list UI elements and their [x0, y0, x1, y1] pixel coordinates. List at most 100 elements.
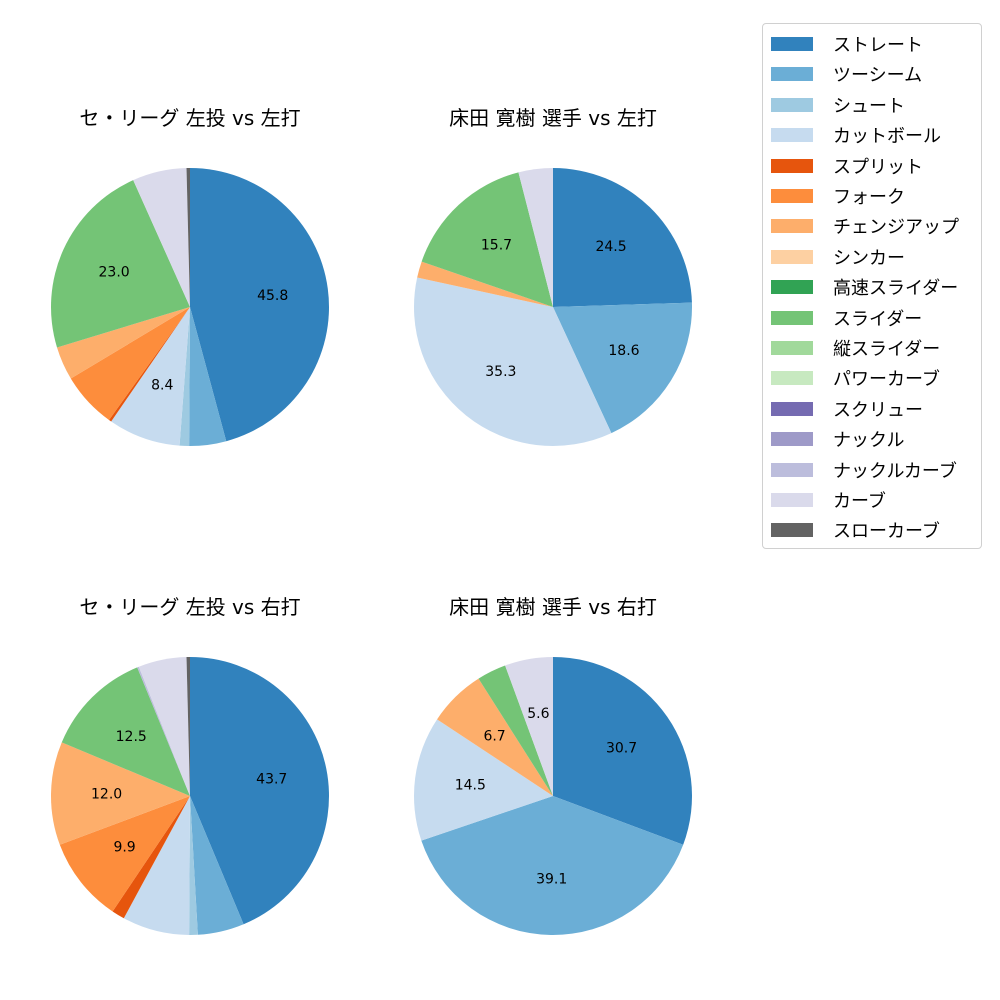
legend-item: スプリット	[771, 155, 923, 178]
legend-label: スライダー	[833, 308, 923, 330]
pie-slice	[51, 180, 190, 348]
slice-percent-label: 8.4	[151, 378, 173, 394]
pie-slice	[137, 666, 190, 796]
pie-slice	[414, 277, 612, 446]
legend-label: 高速スライダー	[833, 278, 959, 300]
legend-swatch	[771, 37, 813, 51]
legend-item: チェンジアップ	[771, 215, 959, 239]
legend-swatch	[771, 249, 813, 264]
slice-percent-label: 14.5	[455, 777, 486, 793]
legend-item: パワーカーブ	[771, 367, 940, 391]
pie-slice	[437, 678, 553, 796]
pie-slice	[186, 657, 190, 796]
legend-label: ナックルカーブ	[833, 460, 957, 482]
legend-swatch	[771, 310, 813, 325]
legend-label: シンカー	[833, 247, 905, 269]
pie-slice	[109, 307, 190, 422]
pie-slice	[505, 657, 553, 796]
pie-slice	[190, 168, 330, 442]
legend-swatch	[771, 462, 813, 477]
pie-slice	[59, 796, 190, 912]
pie-slice	[553, 168, 692, 307]
pie-slice	[553, 302, 692, 434]
pie-slice	[111, 307, 190, 446]
pie-slice	[518, 168, 553, 307]
legend-swatch	[771, 432, 813, 447]
legend-item: スクリュー	[771, 398, 923, 421]
slice-percent-label: 23.0	[99, 264, 130, 280]
pie-slice	[51, 742, 190, 845]
legend-item: シュート	[771, 94, 905, 117]
legend-label: ツーシーム	[833, 65, 923, 87]
legend-swatch	[771, 128, 813, 143]
pie-slice	[190, 657, 329, 925]
pie-slice	[57, 307, 190, 379]
legend-label: カットボール	[833, 126, 941, 148]
legend-item: シンカー	[771, 246, 905, 269]
legend-swatch	[771, 219, 813, 234]
legend-swatch	[771, 523, 813, 538]
legend-swatch	[771, 341, 813, 355]
legend-item: ナックルカーブ	[771, 459, 957, 482]
pie-slice	[123, 796, 190, 935]
pie-slice	[189, 796, 198, 935]
legend-label: スプリット	[833, 156, 923, 178]
slice-percent-label: 12.5	[116, 729, 147, 745]
legend: ストレートツーシームシュートカットボール スプリットフォークチェンジアップ シンカー…	[762, 23, 982, 549]
slice-percent-label: 45.8	[257, 288, 288, 304]
legend-label: 縦スライダー	[833, 339, 941, 360]
legend-label: パワーカーブ	[833, 369, 940, 391]
slice-percent-label: 18.6	[608, 343, 639, 359]
legend-item: フォーク	[771, 185, 905, 208]
slice-percent-label: 24.5	[595, 239, 626, 255]
chart-title-2: セ・リーグ 左投 vs 右打	[79, 595, 301, 619]
pie-slice	[186, 168, 190, 307]
slice-percent-label: 39.1	[536, 871, 567, 887]
pie-slice	[417, 261, 553, 307]
pie-slice	[70, 307, 190, 420]
legend-item: ツーシーム	[771, 63, 923, 87]
pie-slice	[190, 796, 244, 935]
legend-swatch	[771, 401, 813, 416]
legend-label: カーブ	[833, 491, 886, 512]
legend-swatch	[771, 67, 813, 82]
chart-title-1: 床田 寛樹 選手 vs 左打	[449, 106, 657, 130]
pie-slice	[61, 667, 190, 796]
slice-percent-label: 43.7	[256, 772, 287, 788]
legend-item: ナックル	[771, 428, 905, 452]
legend-item: カーブ	[771, 489, 886, 512]
pie-slice	[133, 168, 190, 307]
legend-label: フォーク	[833, 187, 905, 208]
legend-item: 縦スライダー	[771, 337, 941, 360]
slice-percent-label: 5.6	[527, 706, 549, 722]
legend-label: チェンジアップ	[833, 217, 959, 239]
legend-item: スローカーブ	[771, 519, 940, 543]
chart-title-0: セ・リーグ 左投 vs 左打	[79, 106, 301, 130]
pie-slice	[553, 657, 692, 845]
legend-label: スローカーブ	[833, 521, 940, 543]
legend-item: スライダー	[771, 307, 923, 330]
pie-slice	[189, 307, 227, 446]
slice-percent-label: 30.7	[606, 740, 637, 756]
pie-slice	[112, 796, 190, 919]
pie-slice	[138, 657, 190, 796]
slice-percent-label: 9.9	[113, 840, 135, 856]
legend-swatch	[771, 97, 813, 112]
legend-item: 高速スライダー	[771, 276, 959, 300]
slice-percent-label: 15.7	[481, 238, 512, 254]
legend-item: カットボール	[771, 124, 941, 148]
legend-swatch	[771, 158, 813, 173]
legend-label: シュート	[833, 95, 905, 117]
legend-swatch	[771, 371, 813, 386]
legend-label: ナックル	[833, 430, 905, 452]
legend-label: ストレート	[833, 35, 923, 56]
legend-swatch	[771, 493, 813, 507]
pie-slice	[421, 172, 553, 307]
slice-percent-label: 6.7	[483, 728, 505, 744]
legend-label: スクリュー	[833, 399, 923, 421]
slice-percent-label: 35.3	[485, 364, 516, 380]
